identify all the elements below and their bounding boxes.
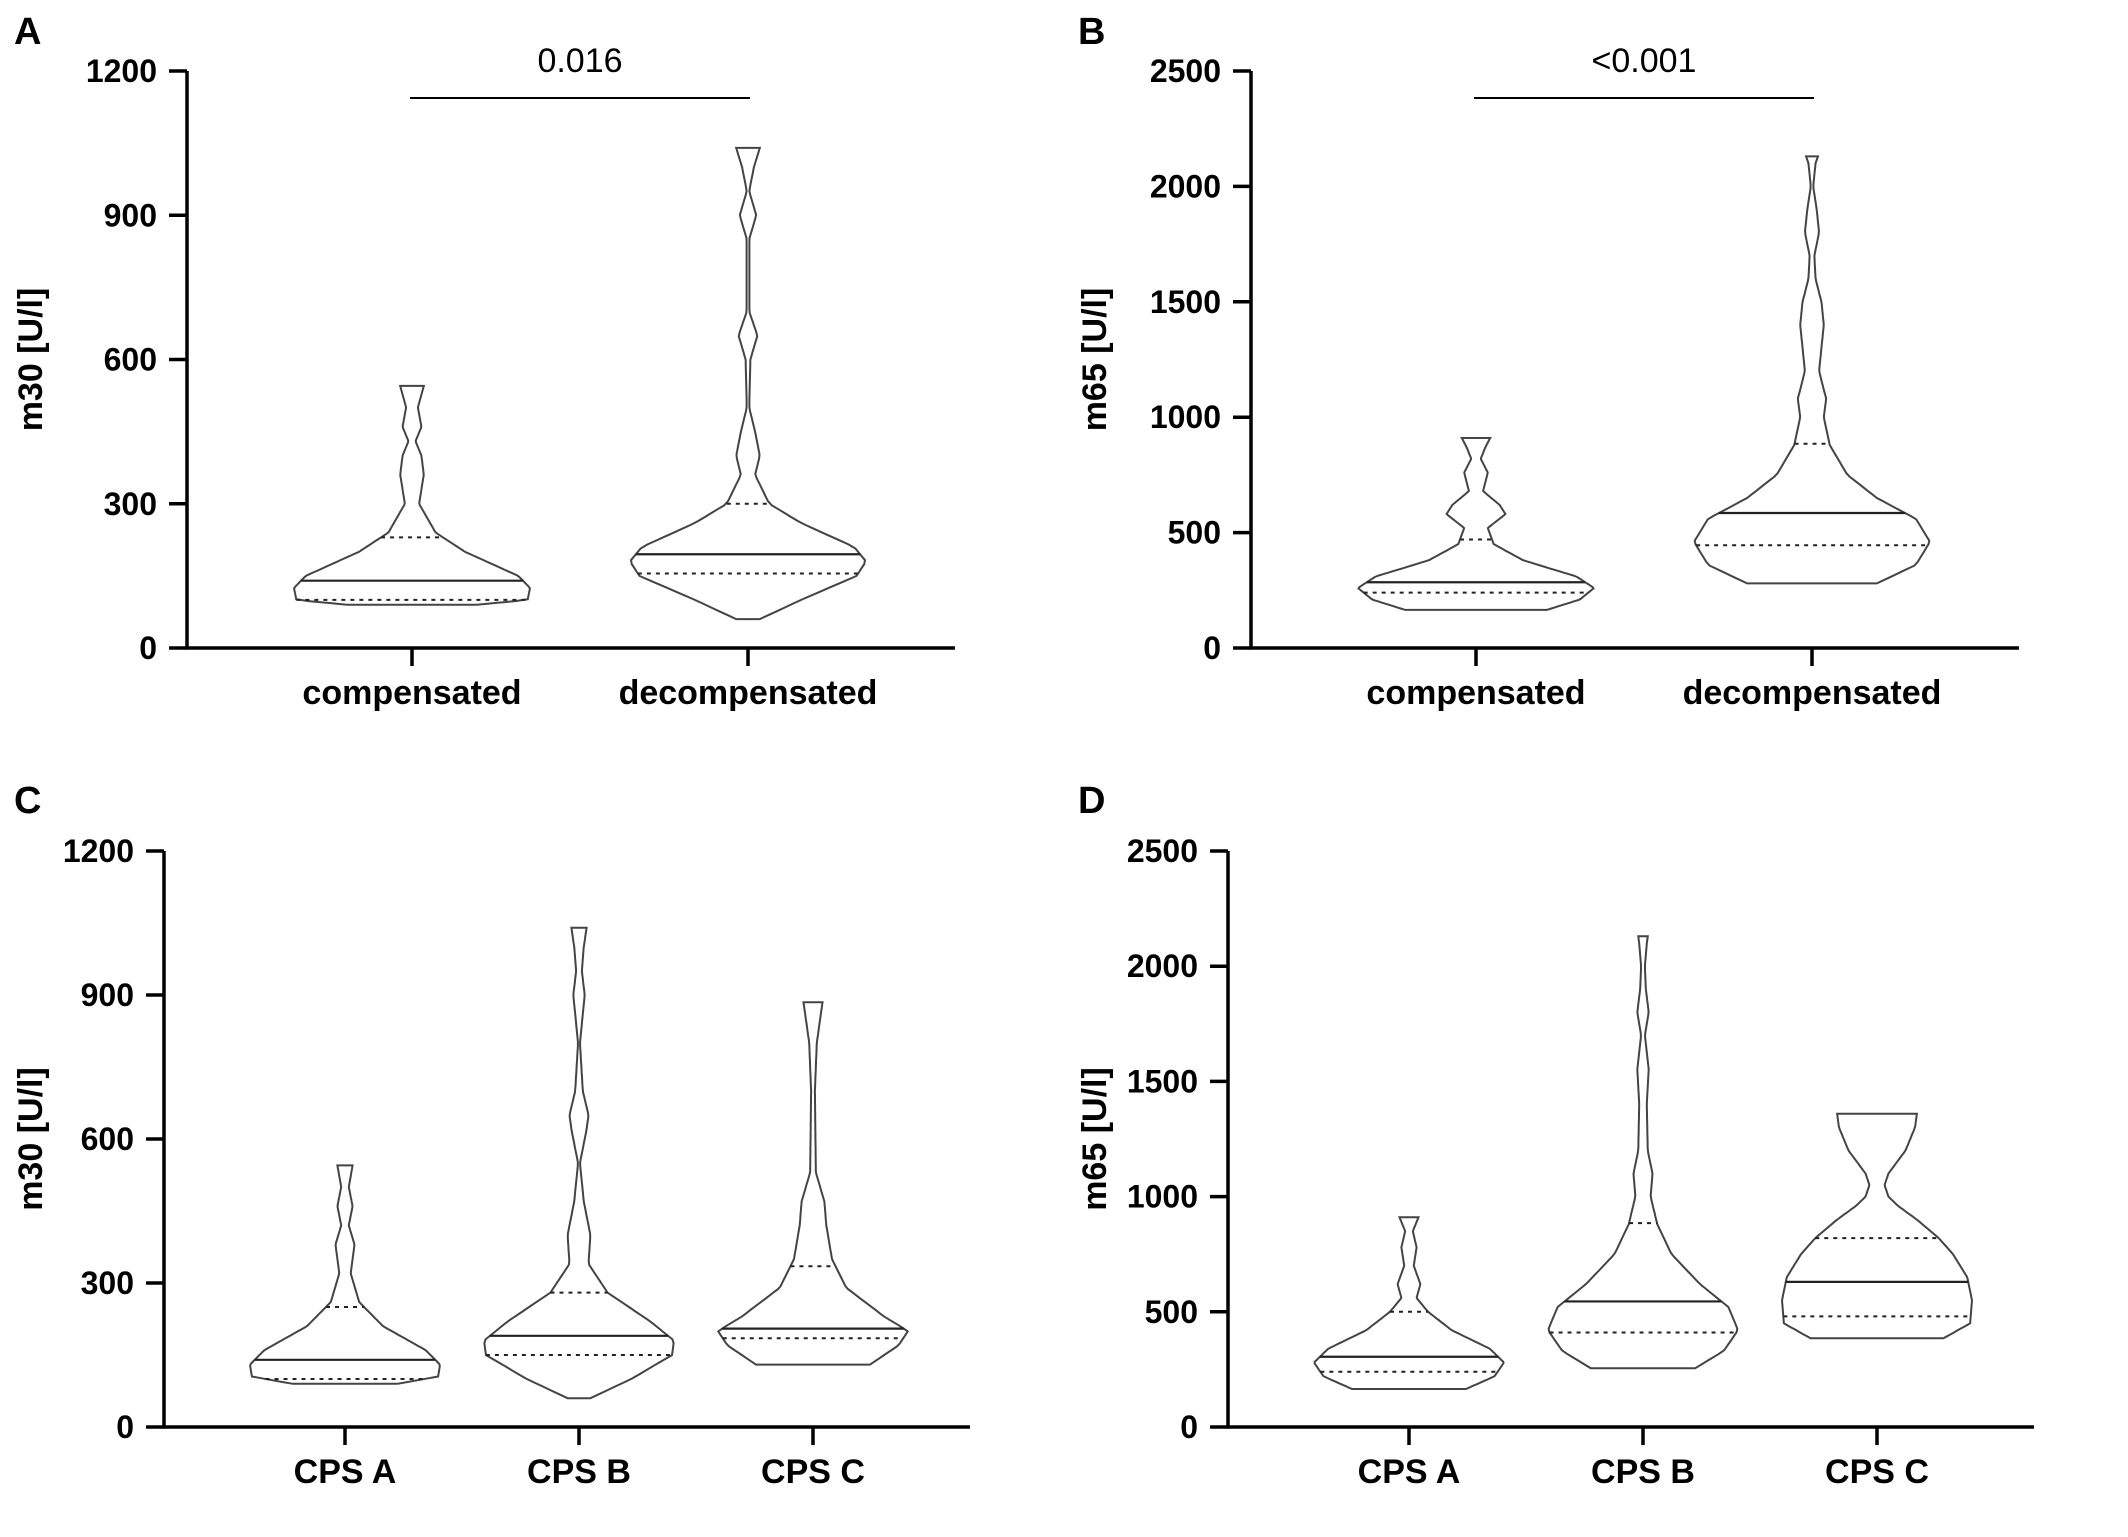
panel-d-x-tick-label: CPS A [1358, 1453, 1461, 1491]
panel-c-x-tick-label: CPS A [294, 1453, 397, 1491]
panel-a-y-tick-label: 300 [104, 486, 157, 522]
panel-a-y-tick-label: 1200 [86, 53, 157, 89]
panel-c: C 0 300 600 900 1200 m30 [U/l] CPS A CPS B CPS C [0, 769, 1064, 1537]
panel-d-y-axis-label: m65 [U/l] [1076, 1067, 1114, 1211]
panel-c-violin-cps-b [483, 926, 675, 1400]
panel-a-x-tick-label: compensated [302, 674, 521, 712]
panel-d: D 0 500 1000 1500 2000 2500 m65 [U/l] CPS A CPS B… [1064, 769, 2128, 1537]
violin-chart-a: A 0 300 600 900 1200 m30 [U/l] compensated decom… [12, 11, 955, 712]
panel-a-violin-decompensated [629, 146, 867, 621]
panel-b-y-tick-label: 2000 [1150, 168, 1221, 204]
violin-chart-c: C 0 300 600 900 1200 m30 [U/l] CPS A CPS B CPS C [12, 780, 970, 1491]
violin-chart-d: D 0 500 1000 1500 2000 2500 m65 [U/l] CPS A CPS B… [1076, 780, 2034, 1491]
panel-b-x-tick-label: decompensated [1683, 674, 1942, 712]
panel-b-x-tick-label: compensated [1366, 674, 1585, 712]
panel-a-y-tick-label: 0 [139, 630, 157, 666]
panel-d-violin-cps-c [1780, 1112, 1974, 1340]
panel-c-y-axis-label: m30 [U/l] [12, 1067, 50, 1211]
panel-d-x-tick-label: CPS B [1591, 1453, 1695, 1491]
panel-b-y-tick-label: 500 [1168, 515, 1221, 551]
panel-c-y-tick-label: 300 [81, 1265, 134, 1301]
panel-b-letter: B [1078, 11, 1105, 53]
panel-b-violin-decompensated [1693, 155, 1931, 585]
panel-d-y-tick-label: 2000 [1127, 948, 1198, 984]
violin-chart-b: B 0 500 1000 1500 2000 2500 m65 [U/l] compensate… [1076, 11, 2019, 712]
panel-a-letter: A [14, 11, 41, 53]
panel-a-p-value-label: 0.016 [537, 42, 622, 80]
panel-d-violin-cps-a [1313, 1216, 1505, 1390]
panel-b-violin-compensated [1357, 437, 1595, 611]
panel-b-y-tick-label: 2500 [1150, 53, 1221, 89]
panel-a-y-tick-label: 600 [104, 342, 157, 378]
panel-a: A 0 300 600 900 1200 m30 [U/l] compensated decom… [0, 0, 1064, 768]
panel-d-violin-cps-b [1547, 935, 1739, 1370]
panel-c-y-tick-label: 1200 [63, 833, 134, 869]
panel-d-y-tick-label: 0 [1180, 1409, 1198, 1445]
panel-d-y-tick-label: 1000 [1127, 1179, 1198, 1215]
panel-a-y-tick-label: 900 [104, 197, 157, 233]
panel-d-y-tick-label: 500 [1145, 1294, 1198, 1330]
panel-b: B 0 500 1000 1500 2000 2500 m65 [U/l] compensate… [1064, 0, 2128, 768]
panel-a-y-axis-label: m30 [U/l] [12, 288, 50, 432]
panel-a-violin-compensated [293, 384, 531, 606]
panel-c-y-tick-label: 600 [81, 1121, 134, 1157]
panel-b-p-value-label: <0.001 [1592, 42, 1697, 80]
panel-a-x-tick-label: decompensated [619, 674, 878, 712]
panel-c-violin-cps-a [249, 1164, 441, 1385]
panel-d-letter: D [1078, 780, 1105, 822]
panel-b-y-tick-label: 0 [1203, 630, 1221, 666]
panel-b-y-tick-label: 1500 [1150, 284, 1221, 320]
panel-d-y-tick-label: 1500 [1127, 1063, 1198, 1099]
panel-b-y-axis-label: m65 [U/l] [1076, 288, 1114, 432]
panel-c-y-tick-label: 0 [116, 1409, 134, 1445]
panel-d-y-tick-label: 2500 [1127, 833, 1198, 869]
panel-c-violin-cps-c [716, 1001, 910, 1366]
panel-c-x-tick-label: CPS B [527, 1453, 631, 1491]
panel-c-letter: C [14, 780, 41, 822]
panel-b-y-tick-label: 1000 [1150, 399, 1221, 435]
panel-c-x-tick-label: CPS C [761, 1453, 865, 1491]
panel-c-y-tick-label: 900 [81, 977, 134, 1013]
panel-d-x-tick-label: CPS C [1825, 1453, 1929, 1491]
